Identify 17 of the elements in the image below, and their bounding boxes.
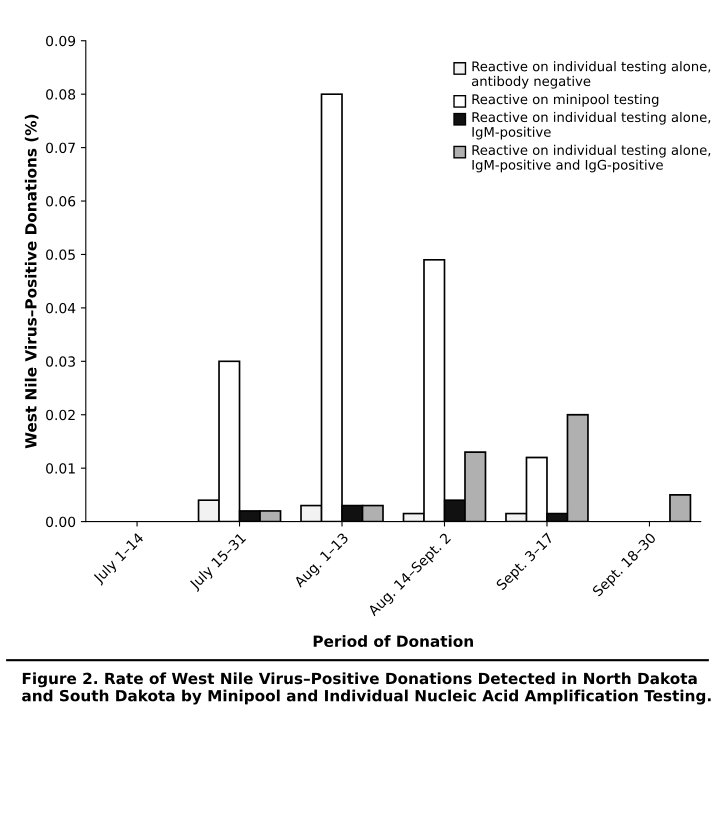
y-tick-label: 0.05 <box>46 249 75 260</box>
legend-label: Reactive on individual testing alone, IgM-positive and IgG-positive <box>472 144 710 172</box>
y-tick-label: 0.06 <box>46 196 76 207</box>
legend-label: Reactive on individual testing alone, IgM-positive <box>472 112 710 140</box>
y-tick-label: 0.09 <box>46 36 76 46</box>
y-tick-label: 0.03 <box>46 356 75 367</box>
y-tick-label: 0.01 <box>46 463 75 474</box>
y-tick-label: 0.02 <box>46 410 75 420</box>
x-axis-title: Period of Donation <box>314 635 473 647</box>
y-axis-title: West Nile Virus–Positive Donations (%) <box>24 114 38 448</box>
legend-label: Reactive on individual testing alone, antibody negative <box>472 61 710 89</box>
y-tick-label: 0.04 <box>46 302 76 314</box>
y-tick-label: 0.07 <box>46 142 75 154</box>
text: Figure 2. Rate of West Nile Virus–Positive Donations Detected in North Dakota and South Dakota by Minipool and Individual Nucleic Acid Amplification Testing. <box>22 672 711 705</box>
y-tick-label: 0.00 <box>46 516 76 528</box>
y-tick-label: 0.08 <box>46 89 76 100</box>
legend-label: Reactive on minipool testing <box>472 94 658 107</box>
